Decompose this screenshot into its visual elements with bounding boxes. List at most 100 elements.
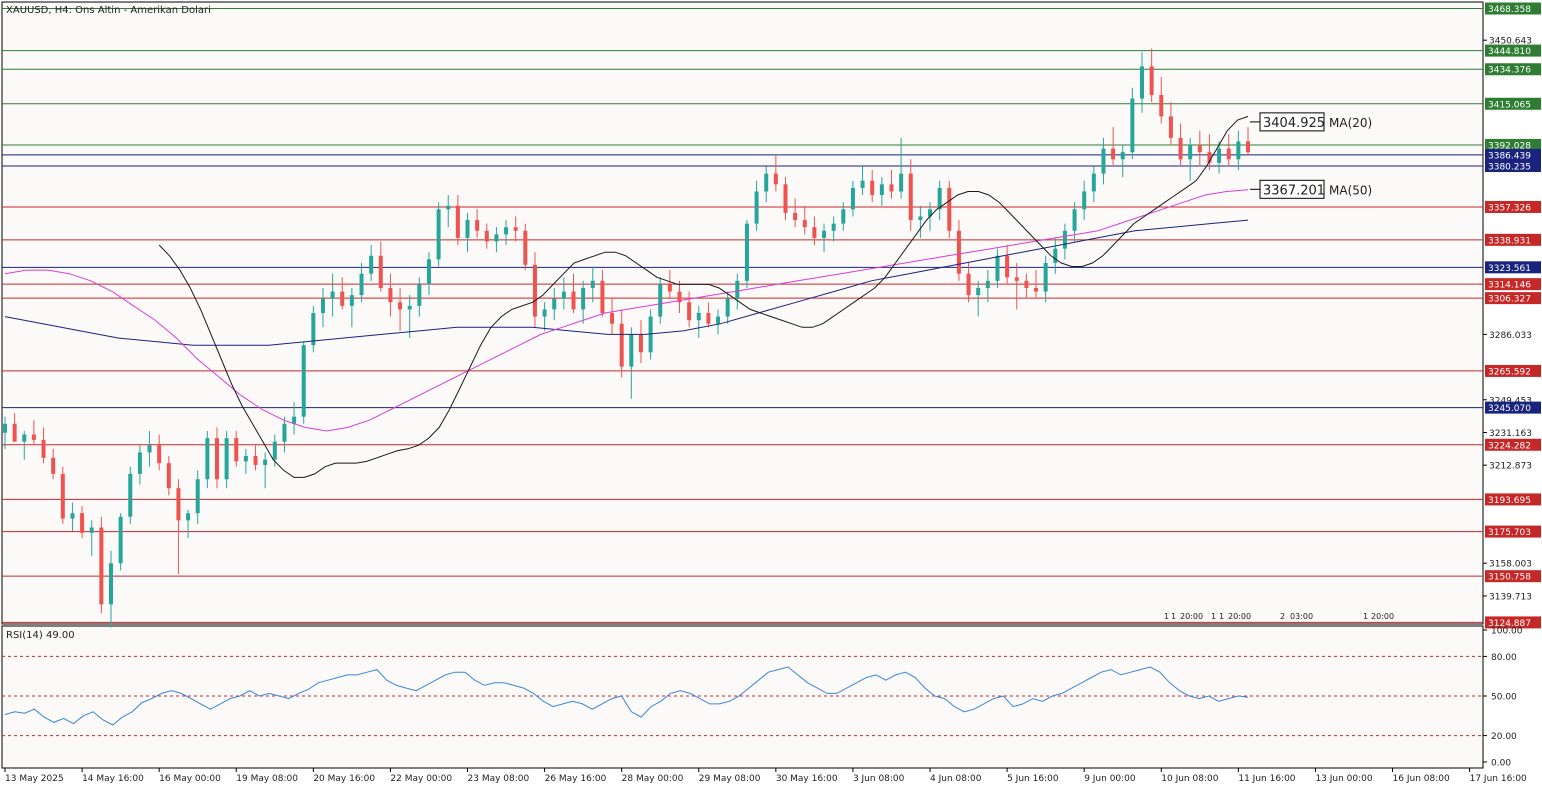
candle-body (349, 295, 354, 306)
level-tag (1485, 570, 1541, 583)
session-marker: 20:00 (1180, 612, 1203, 621)
candle-body (118, 516, 123, 564)
candle-body (31, 434, 36, 440)
candle-body (1149, 66, 1154, 95)
candle-body (744, 223, 749, 281)
level-label: 3386.439 (1488, 151, 1531, 161)
rsi-panel (1, 625, 1484, 769)
level-label: 3434.376 (1488, 66, 1531, 76)
ma-value-box (1259, 179, 1325, 199)
candle-body (398, 302, 403, 310)
candle-body (195, 479, 200, 514)
ma20-line (158, 115, 1249, 478)
session-marker: 1 (1211, 612, 1216, 621)
candle-body (735, 280, 740, 299)
candle-body (822, 230, 827, 238)
x-tick-label: 3 Jun 08:00 (853, 774, 905, 784)
level-label: 3380.235 (1488, 163, 1531, 173)
candle-body (388, 287, 393, 303)
candle-body (995, 255, 1000, 281)
candle-body (956, 230, 961, 274)
candle-body (128, 473, 133, 517)
candle-body (465, 220, 470, 238)
level-tag (1485, 278, 1541, 291)
candle-body (176, 488, 181, 521)
level-label: 3338.931 (1488, 236, 1531, 246)
candle-body (157, 445, 162, 464)
candle-body (340, 291, 345, 306)
candle-body (301, 345, 306, 417)
x-tick-label: 5 Jun 16:00 (1007, 774, 1059, 784)
candle-body (706, 313, 711, 324)
candle-body (1197, 144, 1202, 153)
candle-body (677, 291, 682, 303)
level-tag (1485, 97, 1541, 110)
x-tick-label: 16 Jun 08:00 (1393, 774, 1450, 784)
candle-body (793, 212, 798, 221)
candle-body (947, 187, 952, 231)
candle-body (1111, 148, 1116, 160)
x-tick-label: 14 May 16:00 (82, 774, 144, 784)
level-tag (1485, 401, 1541, 414)
candle-body (292, 416, 297, 424)
candle-body (166, 463, 171, 489)
candle-body (783, 184, 788, 213)
candle-body (1159, 94, 1164, 117)
y-tick-label: 3139.713 (1489, 592, 1532, 602)
candle-body (1130, 98, 1135, 153)
level-tag (1485, 438, 1541, 451)
candle-body (802, 220, 807, 228)
candle-body (1236, 141, 1241, 160)
x-tick-label: 30 May 16:00 (776, 774, 838, 784)
level-label: 3357.326 (1488, 203, 1531, 213)
y-tick-label: 3231.163 (1489, 429, 1532, 439)
candle-body (1014, 277, 1019, 281)
level-label: 3124.887 (1488, 619, 1531, 629)
candle-body (966, 273, 971, 296)
level-tag (1485, 493, 1541, 506)
candle-body (629, 334, 634, 367)
rsi-tick-label: 80.00 (1491, 653, 1517, 663)
candle-body (889, 184, 894, 192)
candle-body (899, 173, 904, 192)
candle-body (725, 298, 730, 317)
level-tag (1485, 233, 1541, 246)
candle-body (648, 316, 653, 353)
candle-body (436, 209, 441, 260)
rsi-label: RSI(14) 49.00 (6, 630, 75, 641)
level-tag (1485, 44, 1541, 57)
candle-body (494, 234, 499, 242)
candle-body (754, 191, 759, 224)
x-tick-label: 9 Jun 00:00 (1084, 774, 1136, 784)
ma-value-text: 3404.925 (1263, 116, 1325, 131)
candle-body (812, 227, 817, 238)
candle-body (378, 255, 383, 288)
x-tick-label: 11 Jun 16:00 (1238, 774, 1295, 784)
level-tag (1485, 200, 1541, 213)
ma-value-text: 3367.201 (1263, 183, 1325, 198)
candle-body (552, 298, 557, 310)
candle-body (320, 298, 325, 313)
candle-body (1062, 230, 1067, 249)
candle-body (928, 209, 933, 217)
rsi-tick-label: 0.00 (1491, 759, 1511, 769)
rsi-tick-label: 50.00 (1491, 693, 1517, 703)
candle-body (99, 527, 104, 605)
candle-body (658, 284, 663, 317)
level-tag (1485, 63, 1541, 76)
candle-body (1217, 148, 1222, 163)
level-label: 3415.065 (1488, 100, 1531, 110)
level-label: 3314.146 (1488, 281, 1531, 291)
candle-body (1207, 152, 1212, 163)
candle-body (41, 439, 46, 458)
level-tag (1485, 364, 1541, 377)
candle-body (1168, 116, 1173, 138)
level-label: 3193.695 (1488, 496, 1531, 506)
candle-body (1091, 173, 1096, 192)
candle-body (22, 434, 27, 442)
level-tag (1485, 616, 1541, 629)
candle-body (80, 513, 85, 533)
candle-body (841, 209, 846, 224)
rsi-tick-label: 100.00 (1491, 627, 1523, 637)
